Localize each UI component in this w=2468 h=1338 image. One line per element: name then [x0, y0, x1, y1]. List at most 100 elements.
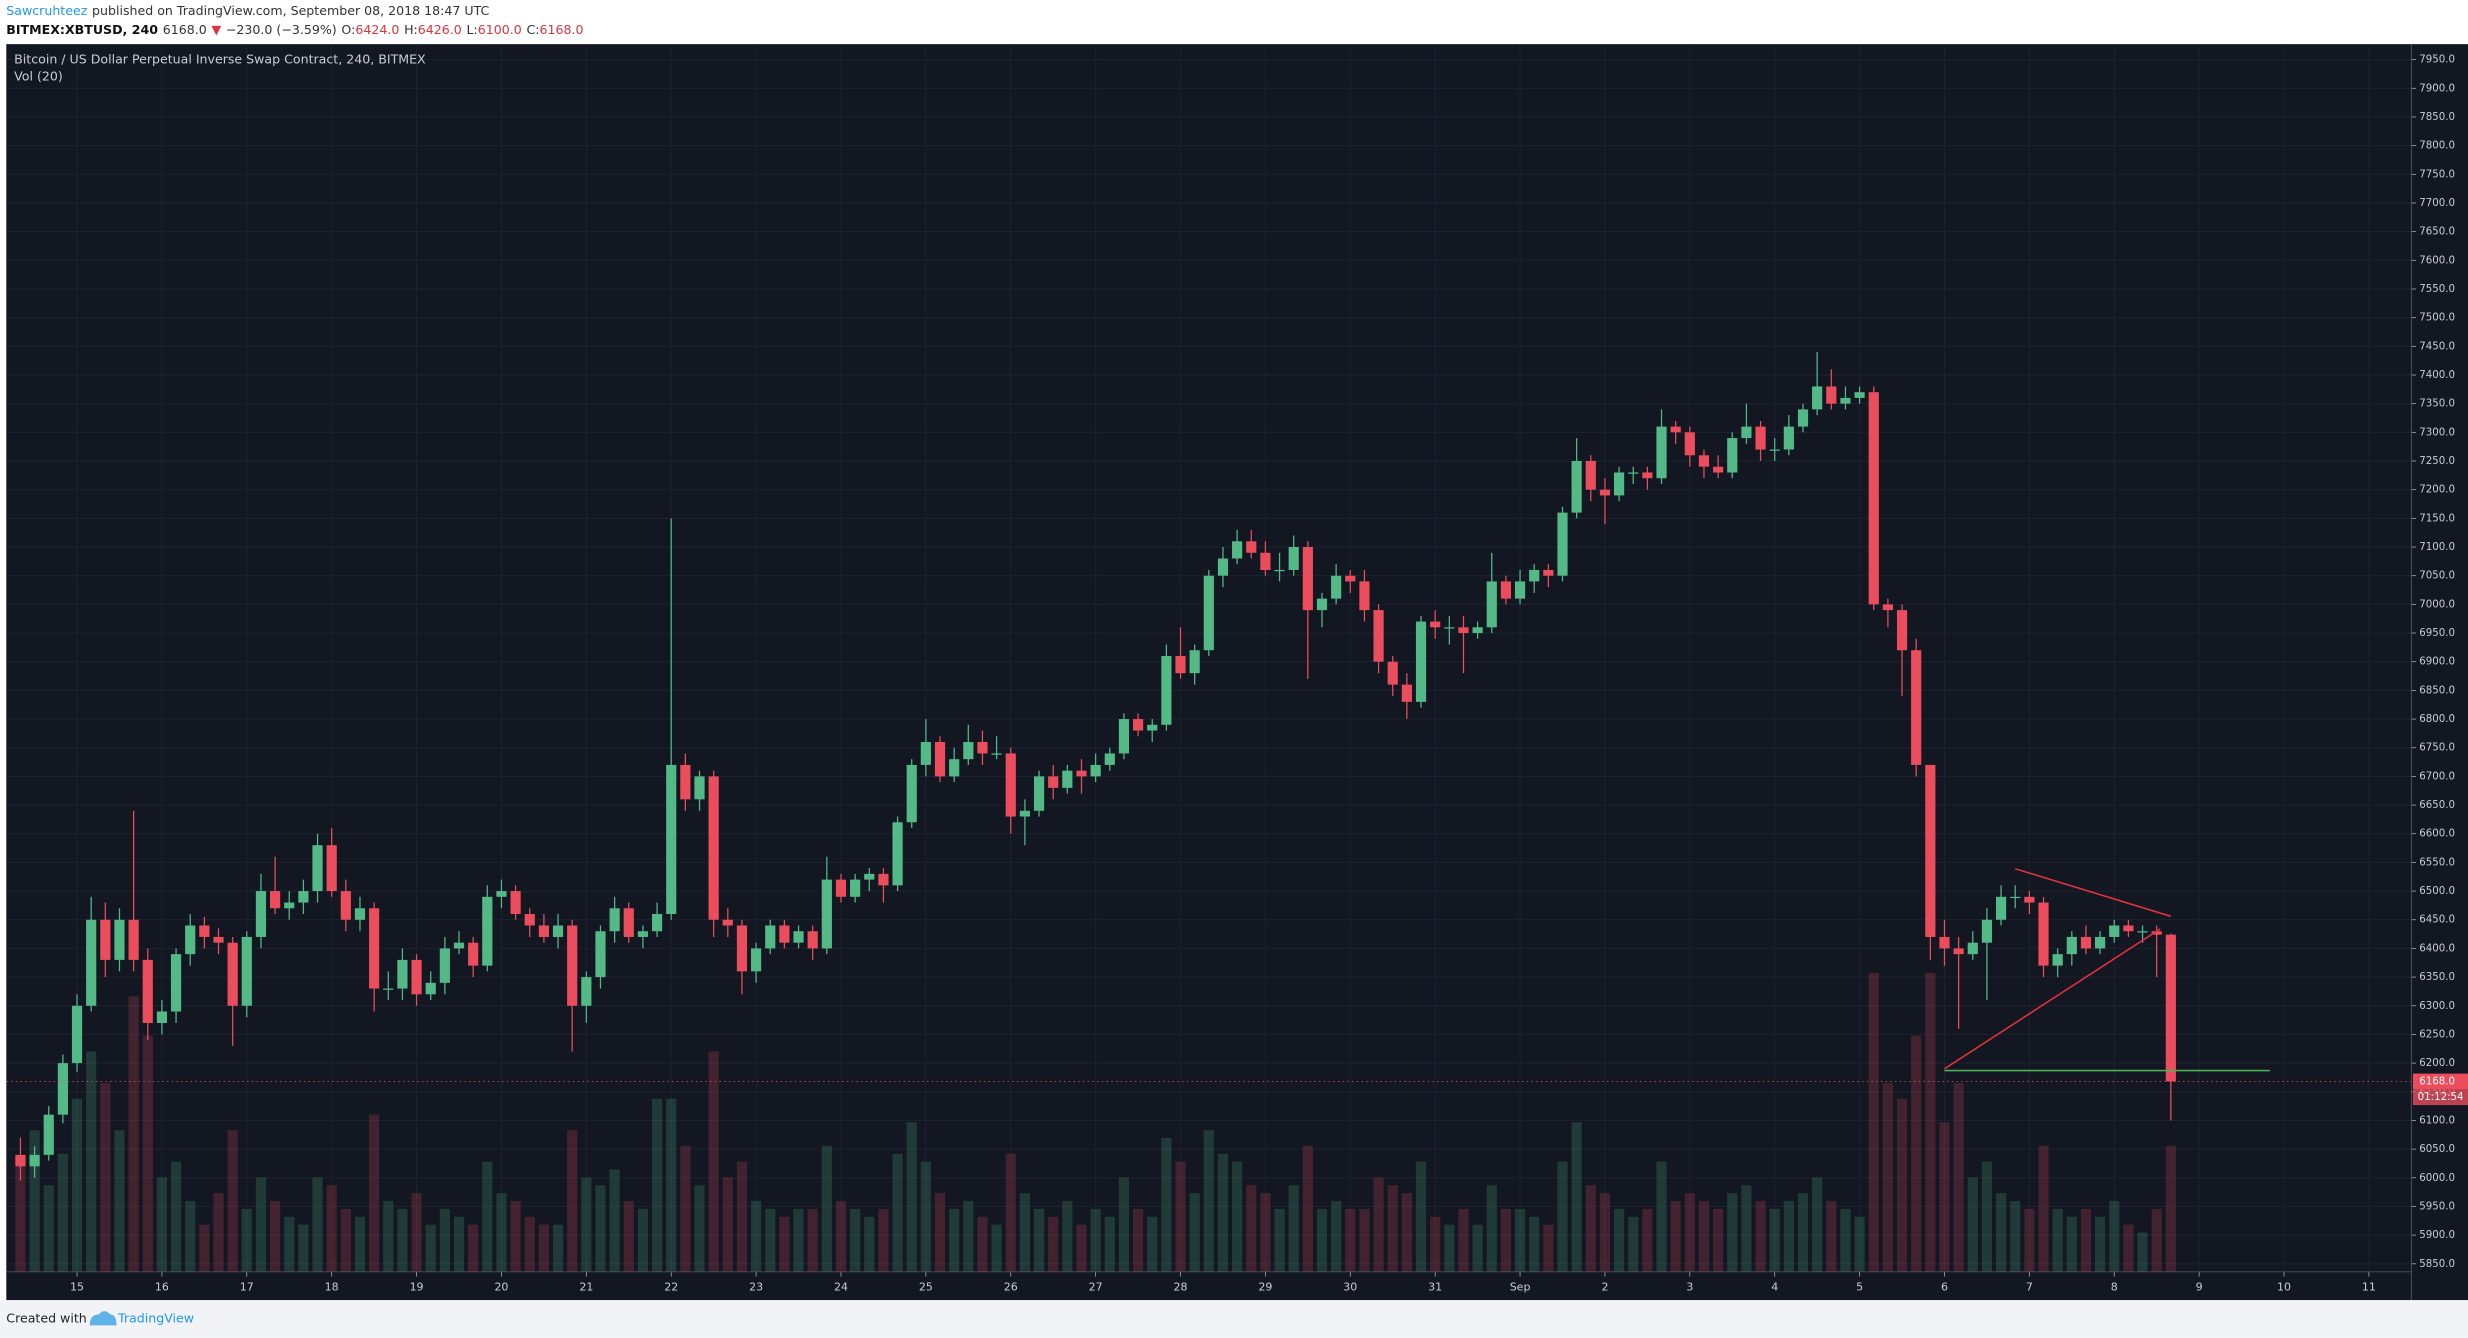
candle-body: [1713, 466, 1724, 473]
y-tick-label: 6750.0: [2419, 743, 2455, 754]
volume-bar: [694, 1185, 705, 1272]
l-label: L:: [467, 21, 478, 36]
volume-bar: [552, 1224, 564, 1272]
volume-bar: [2024, 1208, 2035, 1272]
candle-body: [963, 741, 974, 760]
footer-logo[interactable]: TradingView: [89, 1311, 194, 1326]
volume-bar: [963, 1201, 974, 1272]
volume-bar: [637, 1208, 649, 1272]
candle-body: [637, 931, 649, 937]
volume-bar: [1783, 1201, 1794, 1272]
footer-created: Created with: [6, 1311, 86, 1326]
candle-body: [1359, 581, 1370, 611]
last-price-label: 6168.0: [2419, 1076, 2455, 1087]
volume-bar: [595, 1185, 606, 1272]
candle-body: [2137, 931, 2148, 933]
volume-bar: [751, 1201, 762, 1272]
volume-bar: [835, 1201, 847, 1272]
candle-body: [1331, 575, 1342, 599]
volume-bar: [482, 1161, 493, 1272]
candle-body: [807, 931, 818, 949]
c-label: C:: [527, 21, 540, 36]
footer-brand[interactable]: TradingView: [117, 1311, 194, 1326]
candle-body: [29, 1154, 40, 1167]
volume-bar: [892, 1153, 903, 1272]
volume-bar: [765, 1208, 776, 1272]
candle-body: [1373, 610, 1384, 662]
candle-body: [298, 891, 309, 903]
x-tick-label: 19: [410, 1281, 424, 1294]
candle-body: [1104, 753, 1115, 765]
y-tick-label: 6050.0: [2419, 1144, 2455, 1155]
y-tick-label: 6800.0: [2419, 714, 2455, 725]
close: 6168.0: [540, 21, 584, 36]
candle-body: [1048, 776, 1059, 788]
candle-body: [1995, 896, 2007, 920]
volume-bar: [227, 1130, 238, 1272]
volume-bar: [1217, 1153, 1229, 1272]
candle-body: [878, 873, 889, 886]
volume-bar: [949, 1208, 960, 1272]
volume-bar: [1911, 1035, 1922, 1272]
x-tick-label: 15: [70, 1281, 84, 1294]
volume-bar: [1585, 1185, 1596, 1272]
symbol: BITMEX:XBTUSD, 240: [6, 21, 158, 36]
volume-bar: [1415, 1161, 1427, 1272]
x-tick-label: 25: [919, 1281, 933, 1294]
x-tick-label: 2: [1601, 1281, 1608, 1294]
trend-line: [1944, 928, 2161, 1070]
candle-body: [1076, 770, 1087, 777]
volume-bar: [864, 1216, 875, 1272]
candle-body: [170, 954, 182, 1012]
volume-bar: [1033, 1208, 1045, 1272]
y-tick-label: 6900.0: [2419, 657, 2455, 668]
candle-body: [779, 925, 790, 943]
candle-body: [708, 776, 719, 920]
volume-bar: [369, 1114, 380, 1272]
y-tick-label: 7750.0: [2419, 169, 2455, 180]
volume-bar: [623, 1201, 634, 1272]
volume-bar: [2123, 1224, 2134, 1272]
h-label: H:: [404, 21, 418, 36]
x-tick-label: 21: [579, 1281, 593, 1294]
y-tick-label: 7300.0: [2419, 427, 2455, 438]
volume-bar: [1797, 1193, 1809, 1272]
volume-bar: [199, 1224, 210, 1272]
volume-bar: [878, 1208, 889, 1272]
y-tick-label: 6500.0: [2419, 886, 2455, 897]
candle-body: [1019, 810, 1030, 817]
volume-bar: [156, 1177, 168, 1272]
candle-body: [694, 776, 705, 800]
y-tick-label: 7200.0: [2419, 485, 2455, 496]
volume-bar: [468, 1224, 479, 1272]
y-tick-label: 6950.0: [2419, 628, 2455, 639]
volume-bar: [496, 1193, 507, 1272]
x-tick-label: 10: [2277, 1281, 2291, 1294]
candle-body: [1500, 581, 1512, 599]
volume-bar: [1090, 1208, 1101, 1272]
volume-bar: [1854, 1216, 1865, 1272]
volume-bar: [934, 1193, 946, 1272]
author[interactable]: Sawcruhteez: [6, 3, 87, 18]
candle-body: [1415, 621, 1427, 702]
x-tick-label: Sep: [1510, 1281, 1531, 1294]
x-tick-label: 29: [1258, 1281, 1272, 1294]
candle-body: [1684, 432, 1695, 456]
countdown: 01:12:54: [2418, 1092, 2464, 1103]
candle-body: [1005, 753, 1016, 817]
volume-bar: [1670, 1201, 1681, 1272]
candle-body: [2095, 936, 2106, 949]
volume-bar: [2052, 1208, 2063, 1272]
candle-body: [1444, 627, 1455, 629]
y-tick-label: 7950.0: [2419, 55, 2455, 66]
volume-bar: [906, 1122, 917, 1272]
x-tick-label: 5: [1856, 1281, 1863, 1294]
y-tick-label: 6700.0: [2419, 771, 2455, 782]
drawings: [6, 867, 2412, 1082]
candle-body: [1472, 627, 1483, 634]
x-tick-label: 27: [1089, 1281, 1103, 1294]
candle-body: [1727, 438, 1738, 473]
candle-body: [1797, 409, 1809, 427]
y-tick-label: 7900.0: [2419, 83, 2455, 94]
header-line-1: Sawcruhteez published on TradingView.com,…: [6, 3, 489, 18]
